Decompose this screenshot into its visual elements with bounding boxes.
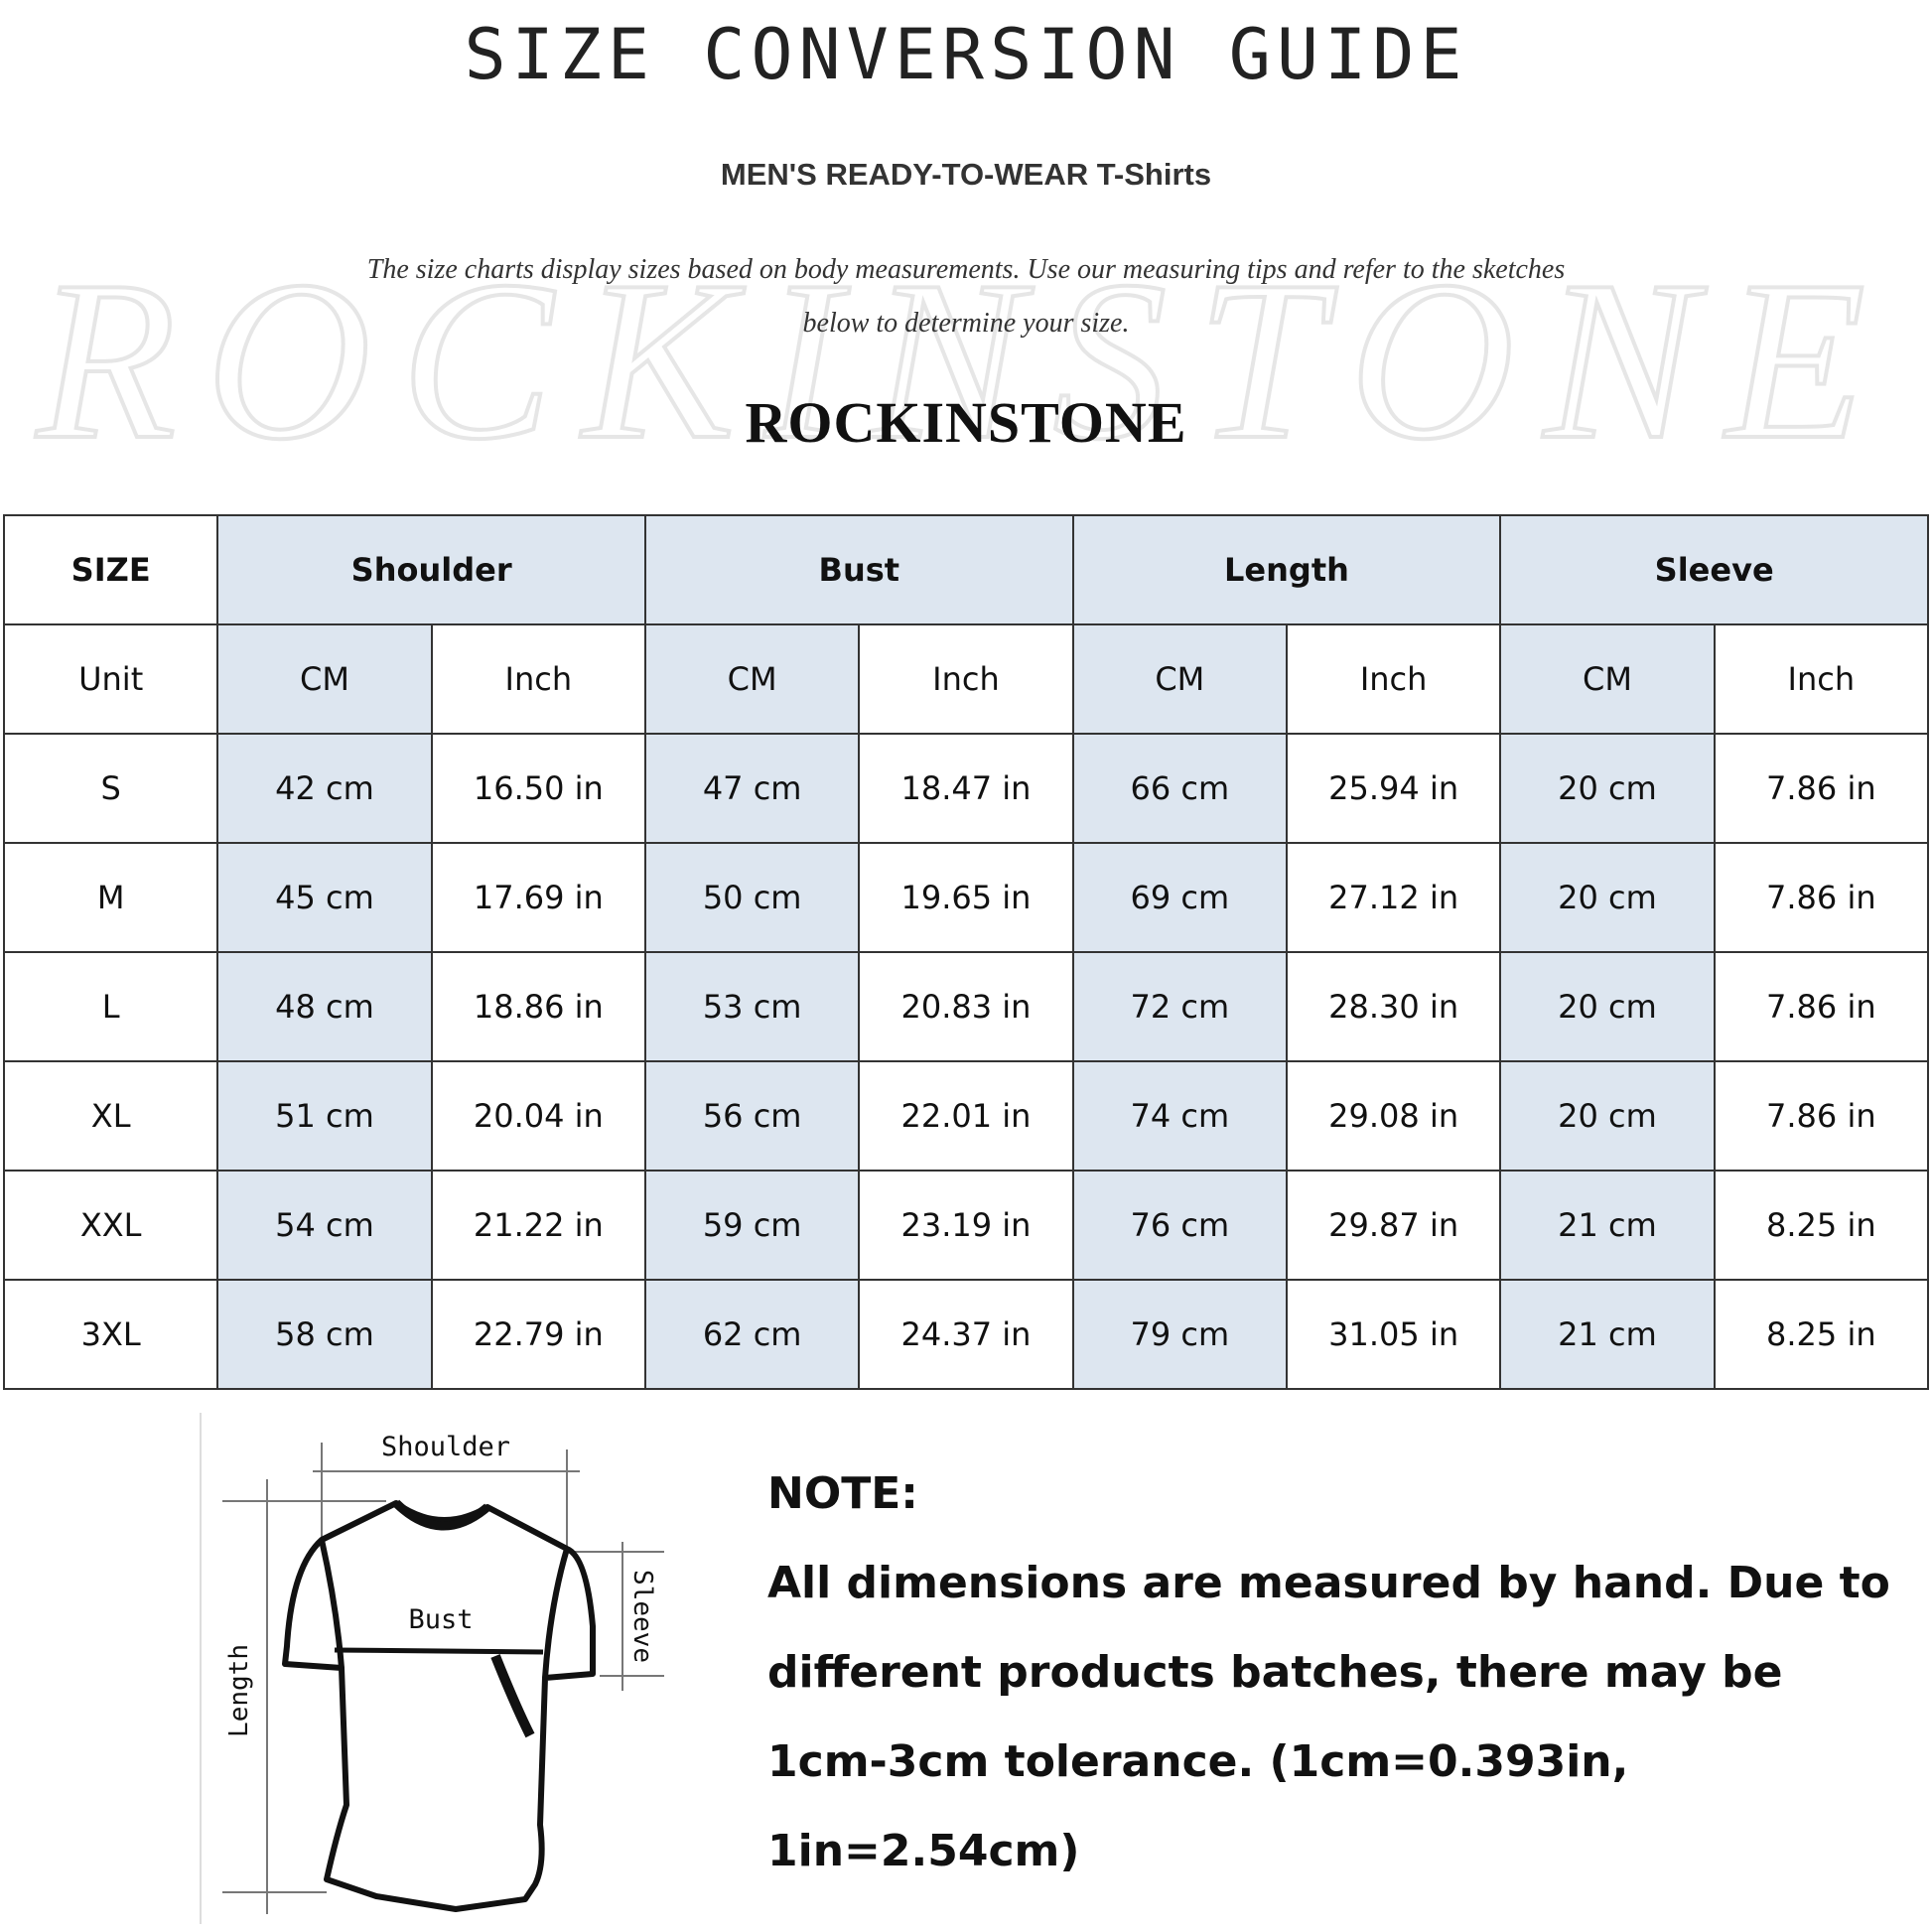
unit-cell: Inch bbox=[1285, 623, 1502, 735]
note-line-1: All dimensions are measured by hand. Due… bbox=[767, 1558, 1890, 1608]
measurement-cell: 28.30 in bbox=[1285, 951, 1502, 1062]
measurement-cell: 51 cm bbox=[216, 1060, 433, 1172]
measurement-cell: 20 cm bbox=[1499, 1060, 1716, 1172]
table-row: XXL 54 cm 21.22 in 59 cm 23.19 in 76 cm 29.87 … bbox=[2, 1170, 1930, 1281]
measurement-cell: 22.79 in bbox=[430, 1279, 646, 1390]
table-row: XL 51 cm 20.04 in 56 cm 22.01 in 74 cm 29.08 i… bbox=[2, 1060, 1930, 1172]
svg-text:ROCKINSTONE: ROCKINSTONE bbox=[35, 248, 1895, 486]
measurement-cell: 8.25 in bbox=[1713, 1170, 1930, 1281]
sketch-label-shoulder: Shoulder bbox=[381, 1432, 510, 1462]
measurement-cell: 18.47 in bbox=[858, 733, 1074, 844]
measurement-cell: 76 cm bbox=[1071, 1170, 1288, 1281]
size-cell: S bbox=[2, 733, 219, 844]
note-line-2: different products batches, there may be bbox=[767, 1647, 1783, 1698]
unit-cell: CM bbox=[1071, 623, 1288, 735]
unit-row: Unit CM Inch CM Inch CM Inch CM Inch bbox=[2, 623, 1930, 735]
size-cell: XL bbox=[2, 1060, 219, 1172]
measurement-cell: 59 cm bbox=[643, 1170, 861, 1281]
measurement-cell: 7.86 in bbox=[1713, 842, 1930, 953]
group-header-shoulder: Shoulder bbox=[216, 514, 646, 625]
unit-cell: CM bbox=[643, 623, 861, 735]
size-table: SIZE Shoulder Bust Length Sleeve Unit CM… bbox=[2, 514, 1930, 1390]
measurement-cell: 24.37 in bbox=[858, 1279, 1074, 1390]
measurement-cell: 48 cm bbox=[216, 951, 433, 1062]
measurement-cell: 72 cm bbox=[1071, 951, 1288, 1062]
unit-cell: Inch bbox=[858, 623, 1074, 735]
measurement-cell: 23.19 in bbox=[858, 1170, 1074, 1281]
size-cell: M bbox=[2, 842, 219, 953]
tshirt-measurement-sketch: Shoulder Bust Sleeve Length bbox=[198, 1408, 728, 1926]
measurement-cell: 22.01 in bbox=[858, 1060, 1074, 1172]
measurement-cell: 47 cm bbox=[643, 733, 861, 844]
page-title: SIZE CONVERSION GUIDE bbox=[464, 14, 1468, 95]
sketch-label-length: Length bbox=[224, 1644, 254, 1737]
measurement-cell: 53 cm bbox=[643, 951, 861, 1062]
measurement-cell: 7.86 in bbox=[1713, 733, 1930, 844]
unit-header: Unit bbox=[2, 623, 219, 735]
measurement-cell: 29.87 in bbox=[1285, 1170, 1502, 1281]
measurement-cell: 20 cm bbox=[1499, 733, 1716, 844]
size-cell: XXL bbox=[2, 1170, 219, 1281]
measurement-cell: 8.25 in bbox=[1713, 1279, 1930, 1390]
measurement-cell: 20.04 in bbox=[430, 1060, 646, 1172]
measurement-cell: 7.86 in bbox=[1713, 951, 1930, 1062]
measurement-cell: 16.50 in bbox=[430, 733, 646, 844]
measurement-cell: 7.86 in bbox=[1713, 1060, 1930, 1172]
measurement-cell: 69 cm bbox=[1071, 842, 1288, 953]
sketch-label-bust: Bust bbox=[408, 1604, 473, 1635]
measurement-cell: 42 cm bbox=[216, 733, 433, 844]
size-cell: 3XL bbox=[2, 1279, 219, 1390]
intro-text-line-2: below to determine your size. bbox=[802, 308, 1130, 339]
measurement-cell: 31.05 in bbox=[1285, 1279, 1502, 1390]
page-subtitle: MEN'S READY-TO-WEAR T-Shirts bbox=[720, 157, 1212, 192]
measurement-cell: 21.22 in bbox=[430, 1170, 646, 1281]
measurement-cell: 66 cm bbox=[1071, 733, 1288, 844]
measurement-cell: 17.69 in bbox=[430, 842, 646, 953]
measurement-cell: 74 cm bbox=[1071, 1060, 1288, 1172]
table-row: M 45 cm 17.69 in 50 cm 19.65 in 69 cm 27.12 in… bbox=[2, 842, 1930, 953]
measurement-cell: 20.83 in bbox=[858, 951, 1074, 1062]
measurement-cell: 58 cm bbox=[216, 1279, 433, 1390]
unit-cell: CM bbox=[216, 623, 433, 735]
measurement-cell: 56 cm bbox=[643, 1060, 861, 1172]
size-cell: L bbox=[2, 951, 219, 1062]
brand-name: ROCKINSTONE bbox=[745, 390, 1187, 455]
measurement-cell: 19.65 in bbox=[858, 842, 1074, 953]
measurement-cell: 45 cm bbox=[216, 842, 433, 953]
table-row: L 48 cm 18.86 in 53 cm 20.83 in 72 cm 28.30 in… bbox=[2, 951, 1930, 1062]
measurement-cell: 20 cm bbox=[1499, 951, 1716, 1062]
unit-cell: CM bbox=[1499, 623, 1716, 735]
group-header-length: Length bbox=[1071, 514, 1502, 625]
sketch-label-sleeve: Sleeve bbox=[627, 1570, 657, 1663]
measurement-cell: 21 cm bbox=[1499, 1279, 1716, 1390]
unit-cell: Inch bbox=[1713, 623, 1930, 735]
measurement-cell: 54 cm bbox=[216, 1170, 433, 1281]
measurement-cell: 79 cm bbox=[1071, 1279, 1288, 1390]
group-header-sleeve: Sleeve bbox=[1499, 514, 1929, 625]
measurement-cell: 50 cm bbox=[643, 842, 861, 953]
table-row: 3XL 58 cm 22.79 in 62 cm 24.37 in 79 cm 31.05 … bbox=[2, 1279, 1930, 1390]
note-heading: NOTE: bbox=[767, 1468, 918, 1519]
measurement-cell: 29.08 in bbox=[1285, 1060, 1502, 1172]
measurement-cell: 18.86 in bbox=[430, 951, 646, 1062]
note-line-3: 1cm-3cm tolerance. (1cm=0.393in, 1in=2.5… bbox=[767, 1736, 1629, 1876]
table-row: S 42 cm 16.50 in 47 cm 18.47 in 66 cm 25.94 in… bbox=[2, 733, 1930, 844]
size-header: SIZE bbox=[2, 514, 219, 625]
measurement-cell: 20 cm bbox=[1499, 842, 1716, 953]
intro-text-line-1: The size charts display sizes based on b… bbox=[366, 254, 1566, 285]
measurement-cell: 27.12 in bbox=[1285, 842, 1502, 953]
group-header-bust: Bust bbox=[643, 514, 1074, 625]
unit-cell: Inch bbox=[430, 623, 646, 735]
measurement-cell: 62 cm bbox=[643, 1279, 861, 1390]
measurement-cell: 25.94 in bbox=[1285, 733, 1502, 844]
brand-watermark: ROCKINSTONE bbox=[33, 248, 1895, 486]
note-section: NOTE: All dimensions are measured by han… bbox=[767, 1449, 1909, 1896]
table-header-row: SIZE Shoulder Bust Length Sleeve bbox=[2, 514, 1929, 625]
measurement-cell: 21 cm bbox=[1499, 1170, 1716, 1281]
